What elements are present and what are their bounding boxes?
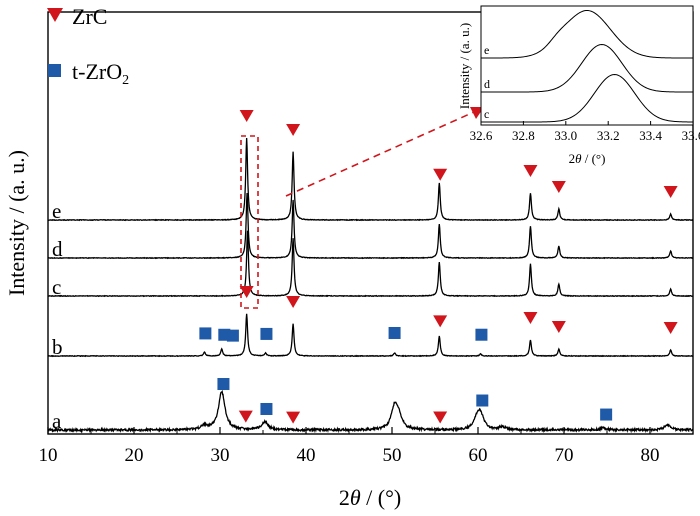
zro2-marker-b-0 (199, 327, 212, 340)
x-tick-label-50: 50 (383, 445, 402, 466)
trace-label-a: a (52, 409, 62, 433)
zrc-marker-b-2 (433, 315, 448, 328)
legend-zro2-marker (48, 64, 61, 77)
trace-d-curve (47, 193, 694, 260)
zrc-marker-b-0 (239, 285, 254, 298)
x-axis-title-var: θ (350, 485, 361, 510)
zrc-marker-e-1 (286, 123, 301, 136)
inset-trace-labels: c d e (484, 43, 490, 121)
zrc-marker-e-4 (551, 180, 566, 193)
inset-trace-label-e: e (484, 43, 489, 57)
x-tick-label-60: 60 (469, 445, 488, 466)
zro2-marker-a-0 (217, 378, 230, 391)
inset-trace-label-d: d (484, 77, 490, 91)
legend-zrc-label: ZrC (72, 4, 107, 29)
main-markers (199, 109, 678, 424)
inset-curves (481, 9, 694, 123)
x-axis-title-prefix: 2 (339, 485, 350, 510)
inset-x-axis-title-part-2: / (°) (581, 151, 605, 166)
zrc-marker-a-0 (238, 410, 253, 423)
inset-x-tick-label-33.2: 33.2 (597, 128, 620, 143)
inset-x-axis-title-part-1: θ (575, 151, 582, 166)
inset-x-tick-label-32.8: 32.8 (512, 128, 535, 143)
x-tick-label-30: 30 (211, 445, 230, 466)
inset-trace-c-curve (481, 73, 694, 123)
legend: ZrC t-ZrO2 (47, 4, 129, 88)
inset-background (481, 6, 693, 125)
x-tick-label-80: 80 (641, 445, 660, 466)
zro2-marker-a-2 (476, 394, 489, 407)
zro2-marker-a-1 (260, 402, 273, 415)
zrc-marker-b-5 (663, 321, 678, 334)
inset-x-tick-label-33.6: 33.6 (682, 128, 700, 143)
zrc-marker-e-5 (663, 185, 678, 198)
zrc-marker-e-3 (523, 164, 538, 177)
zoom-leader-line (285, 111, 475, 197)
inset-trace-e-curve (481, 9, 693, 59)
main-curves (47, 138, 694, 434)
main-plot-frame (47, 11, 694, 435)
zro2-marker-a-3 (600, 408, 613, 421)
inset-x-axis-title-part-0: 2 (569, 151, 576, 166)
zrc-marker-e-2 (433, 168, 448, 181)
inset-x-axis-title: 2θ / (°) (569, 151, 606, 166)
inset-trace-label-c: c (484, 107, 489, 121)
zrc-marker-a-2 (433, 411, 448, 424)
x-tick-label-10: 10 (39, 445, 58, 466)
zro2-marker-b-5 (475, 328, 488, 341)
legend-zrc-marker (47, 8, 63, 22)
trace-label-e: e (52, 199, 61, 223)
zrc-marker-b-3 (523, 311, 538, 324)
y-axis-title: Intensity / (a. u.) (4, 150, 29, 296)
trace-c-curve (47, 230, 694, 298)
inset-y-axis-title: Intensity / (a. u.) (457, 23, 472, 109)
zrc-marker-b-4 (551, 320, 566, 333)
x-tick-label-20: 20 (125, 445, 144, 466)
inset-frame (480, 5, 694, 126)
inset-x-tick-label-32.6: 32.6 (470, 128, 493, 143)
inset-trace-d-curve (481, 43, 693, 93)
inset-x-tick-label-33.0: 33.0 (554, 128, 577, 143)
x-axis-title: 2θ / (°) (339, 485, 401, 510)
legend-zro2-label-subscript: 2 (122, 73, 129, 88)
legend-zro2-label: t-ZrO2 (72, 59, 129, 88)
x-tick-label-40: 40 (297, 445, 316, 466)
inset-x-ticks: 32.6 32.8 33.0 33.2 33.4 33.6 (470, 121, 700, 143)
zro2-marker-b-4 (388, 326, 401, 339)
zrc-marker-a-1 (286, 411, 301, 424)
zro2-marker-b-2 (226, 329, 239, 342)
trace-a-curve (47, 389, 694, 434)
trace-e-curve (47, 138, 694, 222)
trace-label-d: d (52, 237, 63, 261)
zoom-region-box (240, 135, 259, 309)
trace-label-c: c (52, 275, 61, 299)
zrc-marker-b-1 (286, 295, 301, 308)
trace-label-b: b (52, 335, 63, 359)
inset-x-tick-label-33.4: 33.4 (639, 128, 662, 143)
main-x-ticks: 10 20 30 40 50 60 70 80 (39, 427, 660, 466)
x-tick-label-70: 70 (555, 445, 574, 466)
zro2-marker-b-3 (260, 327, 273, 340)
x-axis-title-suffix: / (°) (361, 485, 402, 510)
legend-zro2-label-main: t-ZrO (72, 59, 122, 84)
zrc-marker-e-0 (239, 109, 254, 122)
main-trace-labels: a b cde (52, 199, 63, 433)
trace-b-curve (47, 313, 694, 358)
